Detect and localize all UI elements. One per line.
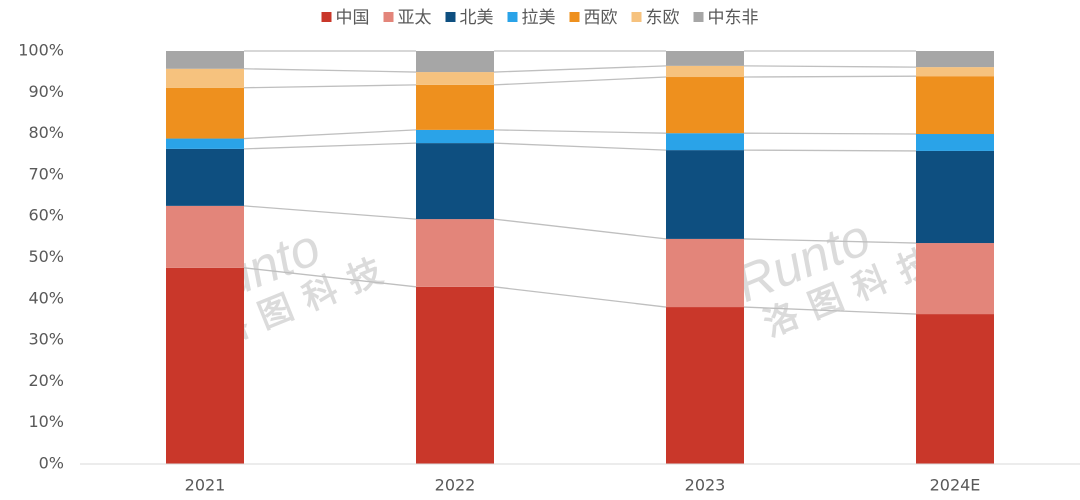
bar-segment	[166, 148, 244, 206]
connector-line	[243, 267, 417, 288]
legend-item: 西欧	[569, 8, 618, 28]
bar-segment	[666, 150, 744, 239]
bar-segment	[416, 84, 494, 130]
connector-line	[493, 286, 667, 308]
connector-line	[243, 68, 417, 73]
connector-line	[493, 142, 667, 151]
legend-item: 东欧	[631, 8, 680, 28]
connector-line	[493, 65, 667, 73]
bar-segment	[916, 67, 994, 77]
legend-item: 中东非	[693, 8, 759, 28]
connectors	[243, 50, 917, 315]
bar-segment	[916, 51, 994, 68]
legend-swatch	[507, 12, 518, 22]
connector-line	[743, 75, 917, 78]
connector-line	[243, 205, 417, 220]
connector-line	[743, 149, 917, 152]
bar-segment	[416, 219, 494, 287]
legend-item: 拉美	[507, 8, 556, 28]
x-tick-label: 2021	[185, 476, 226, 495]
connector-line	[243, 129, 417, 140]
bar-segment	[416, 143, 494, 220]
legend-swatch	[693, 12, 704, 22]
legend-swatch	[321, 12, 332, 22]
bar-segment	[666, 133, 744, 151]
connector-line	[743, 132, 917, 135]
bar-segment	[666, 238, 744, 308]
bar-segment	[166, 51, 244, 69]
bar-segment	[916, 134, 994, 151]
connector-line	[243, 84, 417, 89]
bar-segment	[166, 68, 244, 88]
legend-label: 中国	[336, 8, 370, 28]
connector-line	[493, 129, 667, 134]
bar-segment	[166, 205, 244, 268]
bar-segment	[166, 267, 244, 464]
connector-line	[743, 65, 917, 68]
y-tick-label: 100%	[18, 41, 64, 60]
x-tick-label: 2022	[435, 476, 476, 495]
bar-segment	[916, 76, 994, 135]
legend-swatch	[383, 12, 394, 22]
bar-segment	[416, 129, 494, 144]
y-tick-label: 40%	[28, 288, 64, 307]
bar-segment	[166, 87, 244, 139]
y-tick-label: 70%	[28, 164, 64, 183]
connector-line	[493, 76, 667, 86]
bar-segment	[916, 314, 994, 464]
y-tick-label: 80%	[28, 123, 64, 142]
y-tick-label: 20%	[28, 371, 64, 390]
legend-label: 西欧	[584, 8, 618, 28]
y-tick-label: 60%	[28, 206, 64, 225]
connector-line	[743, 238, 917, 244]
bar-segment	[666, 51, 744, 66]
legend: 中国 亚太 北美 拉美 西欧 东欧 中东非	[321, 8, 759, 28]
legend-label: 拉美	[522, 8, 556, 28]
y-tick-label: 30%	[28, 330, 64, 349]
legend-label: 中东非	[708, 8, 759, 28]
legend-item: 北美	[445, 8, 494, 28]
x-tick-label: 2024E	[930, 476, 981, 495]
connector-line	[243, 142, 417, 150]
connector-line	[493, 218, 667, 240]
bar-segment	[416, 286, 494, 464]
bar-segment	[166, 138, 244, 149]
legend-swatch	[631, 12, 642, 22]
legend-label: 亚太	[398, 8, 432, 28]
y-tick-label: 90%	[28, 82, 64, 101]
bar-segment	[666, 65, 744, 78]
legend-swatch	[445, 12, 456, 22]
legend-label: 东欧	[646, 8, 680, 28]
legend-label: 北美	[460, 8, 494, 28]
bar-segment	[666, 77, 744, 134]
y-tick-label: 10%	[28, 412, 64, 431]
x-tick-label: 2023	[685, 476, 726, 495]
bar-segment	[416, 72, 494, 85]
bar-segment	[666, 307, 744, 464]
bar-segment	[916, 150, 994, 244]
y-tick-label: 50%	[28, 247, 64, 266]
legend-item: 中国	[321, 8, 370, 28]
bar-segment	[916, 243, 994, 315]
bar-segment	[416, 51, 494, 73]
legend-swatch	[569, 12, 580, 22]
connector-line	[743, 306, 917, 315]
y-tick-label: 0%	[39, 454, 64, 473]
legend-item: 亚太	[383, 8, 432, 28]
